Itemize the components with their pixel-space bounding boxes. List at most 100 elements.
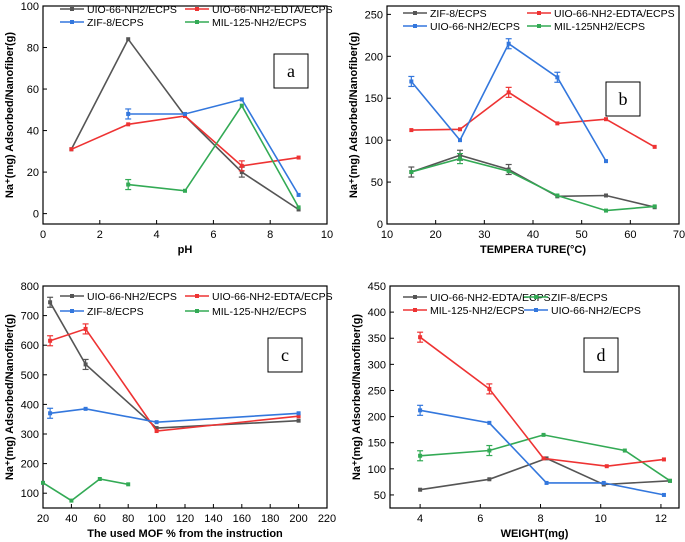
series-line: [410, 42, 607, 162]
series-1: [69, 114, 301, 172]
y-tick-label: 400: [21, 399, 39, 411]
data-point: [661, 457, 666, 462]
x-tick-label: 0: [40, 229, 46, 241]
x-tick-label: 30: [478, 229, 490, 241]
legend-label: UIO-66-NH2/ECPS: [551, 305, 641, 317]
legend-marker: [70, 20, 74, 24]
data-point: [239, 163, 244, 168]
x-axis-label: The used MOF % from the instruction: [87, 528, 283, 540]
x-tick-label: 180: [261, 513, 279, 525]
series-2: [417, 331, 666, 469]
x-axis-label: pH: [178, 244, 193, 256]
data-point: [296, 418, 301, 423]
y-tick-label: 80: [27, 43, 39, 55]
chart-panel-d: 4 6 8 10 12 50 100 150 200 250 300 350 400 450 WEIGHT(…: [351, 281, 680, 540]
series-line: [49, 407, 299, 424]
legend-marker: [413, 295, 417, 299]
legend-label: MIL-125-NH2/ECPS: [430, 305, 525, 317]
y-tick-label: 200: [368, 412, 386, 424]
data-point: [154, 429, 159, 434]
y-tick-label: 250: [368, 385, 386, 397]
x-tick-label: 20: [37, 513, 49, 525]
legend-marker: [534, 295, 538, 299]
y-tick-label: 800: [21, 281, 39, 293]
legend-label: UIO-66-NH2-EDTA/ECPS: [212, 291, 333, 303]
legend-label: UIO-66-NH2-EDTA/ECPS: [554, 8, 675, 20]
x-tick-label: 2: [97, 229, 103, 241]
y-tick-label: 600: [21, 340, 39, 352]
data-point: [296, 411, 301, 416]
legend-label: ZIF-8/ECPS: [87, 306, 144, 318]
data-point: [418, 335, 423, 340]
series-0: [69, 37, 301, 212]
data-point: [296, 205, 301, 210]
data-point: [458, 138, 462, 143]
panel-label: c: [281, 345, 289, 365]
data-point: [487, 420, 492, 425]
plot-frame: [42, 285, 328, 509]
series-line: [411, 157, 655, 212]
y-tick-label: 700: [21, 311, 39, 323]
legend-marker: [413, 308, 417, 312]
y-tick-label: 150: [368, 438, 386, 450]
series-line: [42, 478, 129, 502]
x-tick-label: 200: [289, 513, 307, 525]
legend-marker: [195, 7, 199, 11]
x-axis-label: TEMPERA TURE(°C): [480, 244, 586, 256]
legend-marker: [195, 20, 199, 24]
series-0: [408, 149, 657, 210]
data-point: [239, 97, 244, 102]
y-axis-label: Na⁺(mg) Adsorbed/Nanofiber(g): [4, 314, 16, 480]
y-tick-label: 100: [21, 488, 39, 500]
legend-label: UIO-66-NH2/ECPS: [87, 291, 177, 303]
x-tick-label: 4: [154, 229, 160, 241]
data-point: [604, 159, 608, 164]
data-point: [541, 432, 546, 437]
legend-label: MIL-125NH2/ECPS: [554, 21, 645, 33]
data-point: [183, 114, 187, 119]
series-3: [125, 103, 301, 210]
legend-label: UIO-66-NH2-EDTA/ECPS: [430, 292, 551, 304]
data-point: [622, 448, 627, 453]
y-axis-label: Na⁺(mg) Adsorbed/Nanofiber(g): [4, 32, 16, 198]
y-tick-label: 50: [374, 490, 386, 502]
x-tick-label: 20: [430, 229, 442, 241]
data-point: [409, 128, 414, 133]
series-1: [417, 432, 672, 483]
legend-label: MIL-125-NH2/ECPS: [212, 306, 307, 318]
x-tick-label: 8: [537, 513, 543, 525]
data-point: [97, 476, 102, 481]
x-tick-label: 10: [321, 229, 333, 241]
data-point: [183, 188, 187, 193]
data-point: [83, 326, 88, 331]
data-point: [239, 103, 244, 108]
y-tick-label: 40: [27, 126, 39, 138]
data-point: [126, 182, 131, 187]
y-tick-label: 100: [21, 1, 39, 13]
data-point: [296, 155, 301, 160]
legend-marker: [70, 294, 74, 298]
legend-marker: [413, 11, 417, 15]
data-point: [555, 121, 560, 126]
data-point: [69, 147, 74, 152]
y-tick-label: 300: [368, 359, 386, 371]
data-point: [48, 411, 53, 416]
x-tick-label: 12: [655, 513, 667, 525]
data-point: [418, 453, 423, 458]
chart-panel-b: 10 20 30 40 50 60 70 0 50 100 150 200 250 TEMPERA TUR…: [348, 5, 685, 256]
x-tick-label: 8: [267, 229, 273, 241]
data-point: [239, 170, 244, 175]
data-point: [296, 414, 301, 419]
series-line: [128, 98, 300, 196]
legend-marker: [534, 308, 538, 312]
legend-label: ZIF-8/ECPS: [430, 8, 487, 20]
y-tick-label: 450: [368, 281, 386, 293]
data-point: [69, 498, 74, 503]
legend-marker: [195, 309, 199, 313]
legend-label: MIL-125-NH2/ECPS: [212, 17, 307, 29]
y-tick-label: 250: [365, 9, 383, 21]
legend-label: UIO-66-NH2/ECPS: [430, 21, 520, 33]
series-line: [411, 154, 655, 208]
